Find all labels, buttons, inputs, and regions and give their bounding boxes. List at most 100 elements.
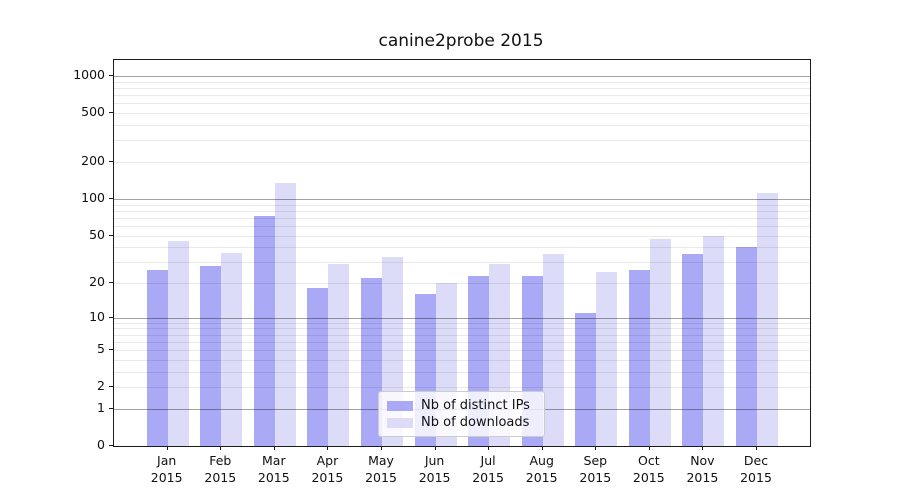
bar-downloads-sep	[596, 271, 618, 446]
legend-label-downloads: Nb of downloads	[421, 415, 530, 430]
gridline-minor-90	[114, 204, 810, 206]
y-axis-tick-1	[109, 407, 113, 409]
x-axis-tick-label-nov: Nov 2015	[686, 453, 719, 485]
y-axis-tick-100	[109, 197, 113, 199]
gridline-minor-70	[114, 217, 810, 219]
x-axis-tick-label-apr: Apr 2015	[311, 453, 344, 485]
x-axis-tick-aug	[541, 446, 543, 450]
legend-item-distinct-ips: Nb of distinct IPs	[387, 397, 536, 414]
gridline-minor-500	[114, 113, 810, 115]
y-axis-tick-1000	[109, 75, 113, 77]
y-axis-tick-label-5: 5	[97, 341, 105, 357]
y-axis-tick-label-100: 100	[81, 189, 105, 205]
x-axis-tick-may	[381, 446, 382, 450]
bar-downloads-feb	[221, 252, 243, 446]
x-axis-tick-label-dec: Dec 2015	[740, 453, 772, 485]
bar-ips-sep	[575, 312, 597, 446]
legend-swatch-distinct-ips	[387, 400, 413, 411]
legend: Nb of distinct IPs Nb of downloads	[378, 391, 545, 437]
x-axis-tick-label-jul: Jul 2015	[472, 453, 504, 485]
bar-downloads-jan	[167, 241, 189, 446]
gridline-major-1000	[114, 76, 810, 78]
gridline-minor-30	[114, 262, 810, 264]
x-axis-tick-label-jun: Jun 2015	[418, 453, 451, 485]
bar-downloads-oct	[649, 238, 671, 446]
bar-ips-dec	[736, 247, 757, 446]
y-axis-tick-label-20: 20	[89, 274, 105, 289]
x-axis-tick-label-jan: Jan 2015	[150, 453, 183, 485]
y-axis-tick-label-10: 10	[89, 308, 105, 324]
x-axis-tick-label-may: May 2015	[365, 453, 397, 485]
bar-ips-may	[361, 278, 382, 446]
x-axis-tick-label-mar: Mar 2015	[257, 453, 290, 485]
x-axis-tick-sep	[595, 446, 597, 450]
y-axis-tick-50	[109, 234, 113, 236]
gridline-minor-600	[114, 103, 810, 105]
gridline-minor-9	[114, 322, 810, 324]
gridline-minor-700	[114, 95, 810, 97]
x-axis-tick-label-feb: Feb 2015	[204, 453, 237, 485]
gridline-minor-60	[114, 225, 810, 227]
x-axis-tick-dec	[756, 446, 757, 450]
gridline-minor-8	[114, 328, 810, 330]
gridline-minor-20	[114, 283, 810, 284]
x-axis-tick-label-oct: Oct 2015	[632, 453, 665, 485]
x-axis-tick-apr	[327, 446, 329, 450]
y-axis-tick-20	[109, 282, 113, 283]
gridline-minor-40	[114, 247, 810, 249]
x-axis-tick-label-aug: Aug 2015	[525, 453, 558, 485]
x-axis-tick-nov	[702, 446, 704, 450]
x-axis-tick-label-sep: Sep 2015	[579, 453, 612, 485]
y-axis-tick-0	[109, 445, 113, 446]
legend-swatch-downloads	[387, 417, 413, 428]
bar-downloads-nov	[703, 235, 725, 446]
gridline-minor-3	[114, 371, 810, 373]
y-axis-tick-5	[109, 349, 113, 351]
gridline-minor-4	[114, 359, 810, 361]
bar-ips-nov	[682, 254, 704, 446]
gridline-minor-5	[114, 350, 810, 352]
y-axis-tick-label-500: 500	[81, 104, 105, 120]
x-axis-tick-jan	[166, 446, 168, 450]
y-axis-tick-label-1000: 1000	[73, 67, 105, 83]
bar-downloads-aug	[542, 254, 564, 446]
x-axis-tick-mar	[273, 446, 275, 450]
gridline-minor-6	[114, 341, 810, 343]
bar-downloads-apr	[328, 263, 350, 446]
y-axis-tick-200	[109, 161, 113, 162]
x-axis-tick-jun	[434, 446, 436, 450]
x-axis-tick-oct	[648, 446, 650, 450]
bar-ips-oct	[628, 269, 650, 446]
gridline-minor-7	[114, 334, 810, 336]
y-axis-tick-label-1: 1	[97, 399, 105, 415]
y-axis-tick-500	[109, 112, 113, 114]
y-axis-tick-label-2: 2	[97, 378, 105, 394]
x-axis-tick-feb	[220, 446, 222, 450]
bar-ips-apr	[307, 288, 329, 446]
y-axis-tick-label-0: 0	[97, 437, 105, 452]
y-axis-tick-2	[109, 386, 113, 388]
chart-title: canine2probe 2015	[378, 31, 544, 51]
bar-ips-mar	[253, 215, 275, 446]
x-axis-tick-jul	[488, 446, 490, 450]
gridline-minor-2	[114, 387, 810, 389]
gridline-major-100	[114, 198, 810, 200]
gridline-minor-80	[114, 210, 810, 212]
legend-item-downloads: Nb of downloads	[387, 414, 536, 431]
gridline-minor-50	[114, 235, 810, 237]
y-axis-tick-label-50: 50	[89, 226, 105, 242]
bar-ips-feb	[200, 265, 222, 446]
gridline-minor-800	[114, 88, 810, 89]
bar-downloads-dec	[757, 192, 778, 446]
plot-area	[113, 59, 811, 447]
gridline-major-10	[114, 317, 810, 319]
gridline-minor-200	[114, 162, 810, 163]
y-axis-tick-10	[109, 316, 113, 318]
bar-downloads-mar	[274, 182, 296, 446]
bar-ips-jan	[146, 269, 168, 446]
gridline-minor-300	[114, 140, 810, 142]
legend-label-distinct-ips: Nb of distinct IPs	[421, 398, 530, 413]
gridline-minor-900	[114, 81, 810, 83]
y-axis-tick-label-200: 200	[81, 153, 105, 168]
